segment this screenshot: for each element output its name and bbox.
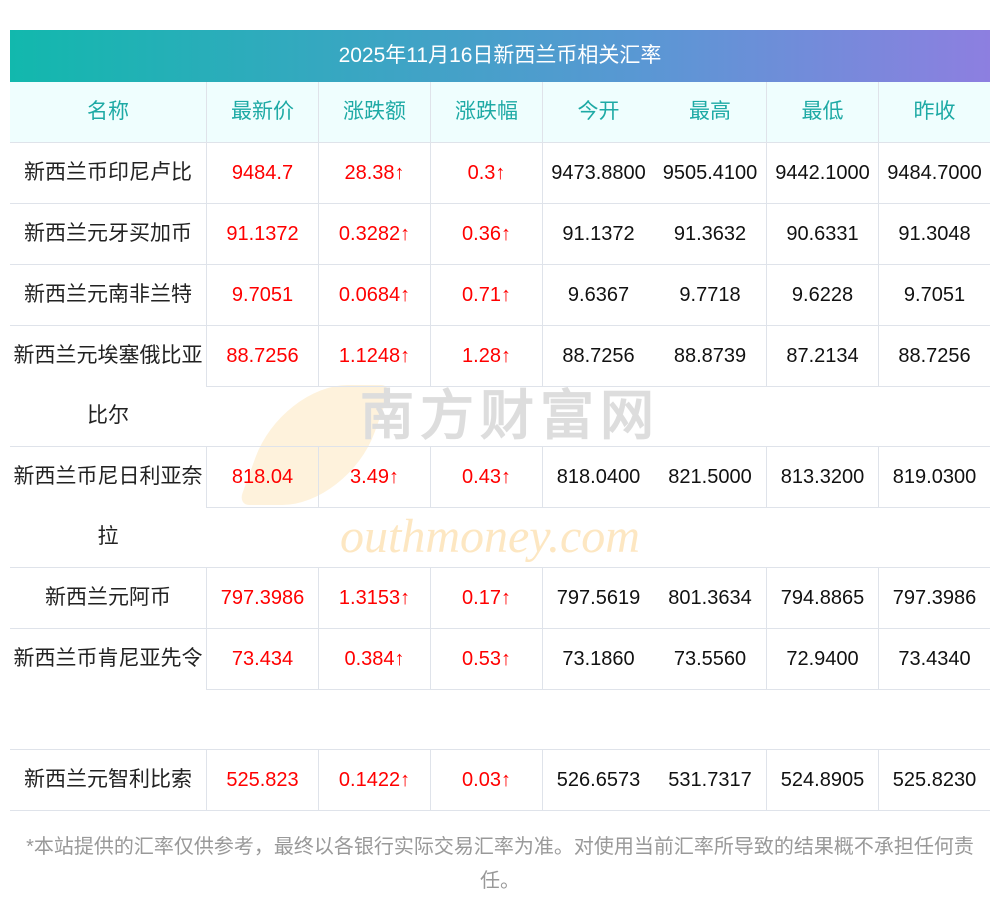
- disclaimer: *本站提供的汇率仅供参考，最终以各银行实际交易汇率为准。对使用当前汇率所导致的结…: [26, 836, 974, 892]
- currency-name: 新西兰元埃塞俄比亚比尔: [13, 344, 203, 427]
- cell-open: 9473.8800: [542, 143, 654, 203]
- rates-table: 名称 最新价 涨跌额 涨跌幅 今开 最高 最低 昨收 新西兰币印尼卢比 9484.…: [10, 82, 990, 811]
- cell-chg: 0.384↑: [318, 629, 430, 689]
- table-row: 新西兰元阿币 797.3986 1.3153↑ 0.17↑ 797.5619 801.36…: [10, 568, 990, 629]
- cell-last: 9484.7: [206, 143, 318, 203]
- header-name: 名称: [87, 100, 129, 123]
- header-last: 最新价: [206, 82, 318, 142]
- header-open: 今开: [542, 82, 654, 142]
- currency-name: 新西兰元智利比索: [24, 768, 192, 791]
- cell-pct: 1.28↑: [430, 326, 542, 386]
- cell-low: 9.6228: [766, 265, 878, 325]
- cell-high: 531.7317: [668, 769, 752, 791]
- cell-last: 73.434: [206, 629, 318, 689]
- cell-prev: 819.0300: [878, 447, 990, 507]
- header-change: 涨跌额: [318, 82, 430, 142]
- cell-prev: 9.7051: [878, 265, 990, 325]
- cell-low: 524.8905: [766, 750, 878, 810]
- currency-name: 新西兰元阿币: [45, 586, 171, 609]
- cell-high: 91.3632: [673, 223, 747, 245]
- cell-last: 9.7051: [206, 265, 318, 325]
- cell-chg: 28.38↑: [318, 143, 430, 203]
- cell-high: 821.5000: [668, 466, 752, 488]
- cell-last: 88.7256: [206, 326, 318, 386]
- header-low: 最低: [766, 82, 878, 142]
- cell-prev: 88.7256: [878, 326, 990, 386]
- cell-high: 9505.4100: [662, 162, 758, 184]
- cell-open: 797.5619: [542, 568, 654, 628]
- cell-open: 526.6573: [542, 750, 654, 810]
- cell-chg: 1.3153↑: [318, 568, 430, 628]
- cell-chg: 1.1248↑: [318, 326, 430, 386]
- cell-chg: 0.3282↑: [318, 204, 430, 264]
- cell-last: 525.823: [206, 750, 318, 810]
- cell-pct: 0.03↑: [430, 750, 542, 810]
- cell-low: 9442.1000: [766, 143, 878, 203]
- cell-pct: 0.43↑: [430, 447, 542, 507]
- cell-last: 818.04: [206, 447, 318, 507]
- cell-low: 87.2134: [766, 326, 878, 386]
- cell-prev: 91.3048: [878, 204, 990, 264]
- cell-prev: 9484.7000: [878, 143, 990, 203]
- table-row: 新西兰元南非兰特 9.7051 0.0684↑ 0.71↑ 9.6367 9.7718 9.…: [10, 265, 990, 326]
- cell-chg: 0.0684↑: [318, 265, 430, 325]
- cell-pct: 0.17↑: [430, 568, 542, 628]
- cell-low: 90.6331: [766, 204, 878, 264]
- currency-name: 新西兰元牙买加币: [24, 222, 192, 245]
- table-row: 新西兰元智利比索 525.823 0.1422↑ 0.03↑ 526.6573 531.7…: [10, 750, 990, 811]
- cell-prev: 525.8230: [878, 750, 990, 810]
- table-title: 2025年11月16日新西兰币相关汇率: [10, 30, 990, 82]
- currency-name: 新西兰币尼日利亚奈拉: [13, 465, 203, 548]
- currency-name: 新西兰币印尼卢比: [24, 161, 192, 184]
- table-row: 新西兰元牙买加币 91.1372 0.3282↑ 0.36↑ 91.1372 91.363…: [10, 204, 990, 265]
- currency-name: 新西兰币肯尼亚先令: [13, 647, 203, 670]
- table-header: 名称 最新价 涨跌额 涨跌幅 今开 最高 最低 昨收: [10, 82, 990, 143]
- table-row: 新西兰币尼日利亚奈拉 818.04 3.49↑ 0.43↑ 818.0400 821.50…: [10, 447, 990, 568]
- cell-open: 9.6367: [542, 265, 654, 325]
- cell-prev: 797.3986: [878, 568, 990, 628]
- cell-high: 88.8739: [673, 345, 747, 367]
- cell-low: 72.9400: [766, 629, 878, 689]
- cell-pct: 0.3↑: [430, 143, 542, 203]
- cell-open: 88.7256: [542, 326, 654, 386]
- cell-pct: 0.71↑: [430, 265, 542, 325]
- cell-high: 73.5560: [673, 648, 747, 670]
- cell-high: 9.7718: [679, 284, 741, 306]
- cell-low: 813.3200: [766, 447, 878, 507]
- cell-last: 797.3986: [206, 568, 318, 628]
- cell-pct: 0.53↑: [430, 629, 542, 689]
- cell-last: 91.1372: [206, 204, 318, 264]
- cell-open: 73.1860: [542, 629, 654, 689]
- table-row: 新西兰币肯尼亚先令 73.434 0.384↑ 0.53↑ 73.1860 73.5560…: [10, 629, 990, 750]
- header-percent: 涨跌幅: [430, 82, 542, 142]
- cell-chg: 3.49↑: [318, 447, 430, 507]
- table-row: 新西兰元埃塞俄比亚比尔 88.7256 1.1248↑ 1.28↑ 88.7256 88.…: [10, 326, 990, 447]
- cell-prev: 73.4340: [878, 629, 990, 689]
- cell-low: 794.8865: [766, 568, 878, 628]
- cell-open: 818.0400: [542, 447, 654, 507]
- cell-open: 91.1372: [542, 204, 654, 264]
- table-row: 新西兰币印尼卢比 9484.7 28.38↑ 0.3↑ 9473.8800 9505.41…: [10, 143, 990, 204]
- cell-high: 801.3634: [668, 587, 752, 609]
- cell-pct: 0.36↑: [430, 204, 542, 264]
- header-high: 最高: [689, 100, 731, 123]
- cell-chg: 0.1422↑: [318, 750, 430, 810]
- header-prev: 昨收: [878, 82, 990, 142]
- currency-name: 新西兰元南非兰特: [24, 283, 192, 306]
